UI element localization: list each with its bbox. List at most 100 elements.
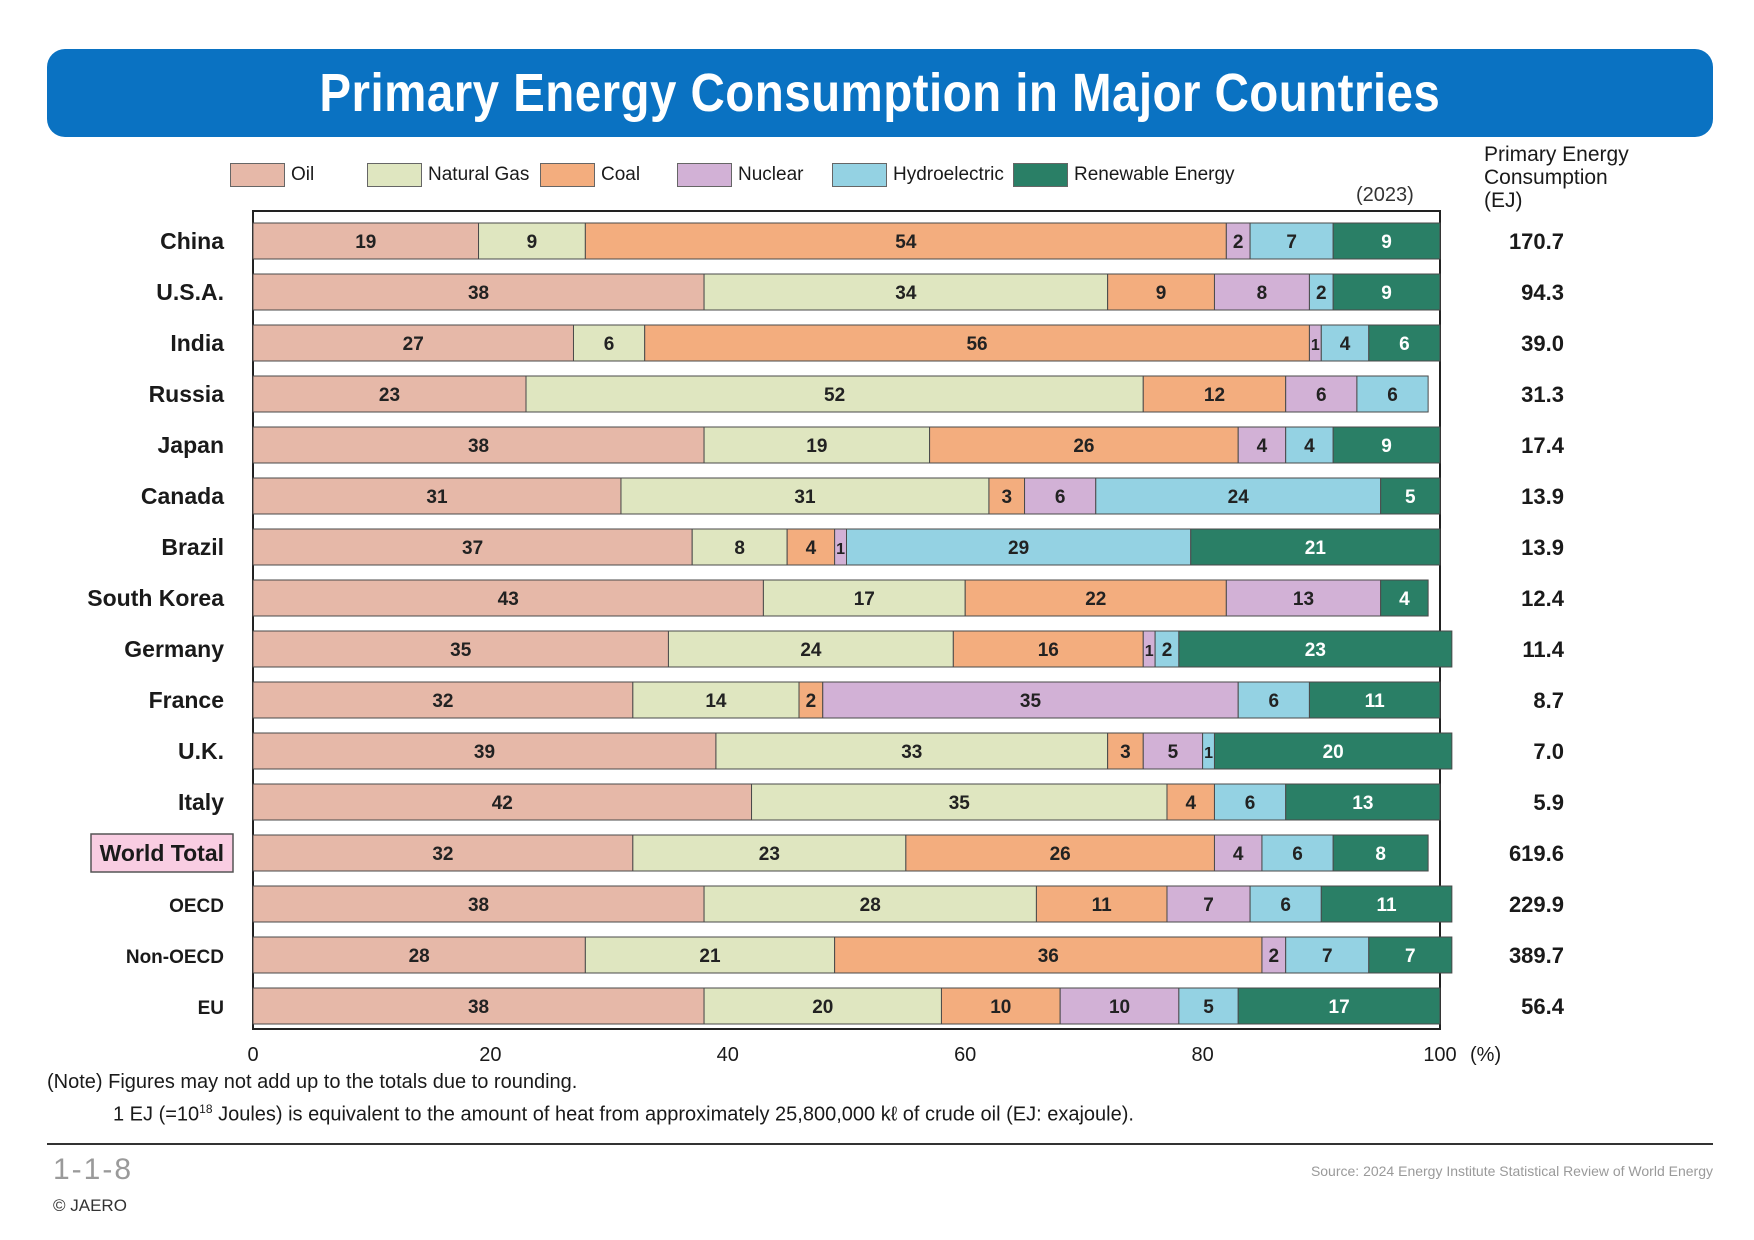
bar-u-s-a-renewable-energy: [1332, 273, 1441, 311]
x-tick-label-20: 20: [479, 1044, 501, 1066]
bar-u-k-natural-gas: [715, 732, 1109, 770]
data-label-china-renewable-energy: 9: [1381, 232, 1392, 253]
legend-item-oil: Oil: [230, 162, 314, 188]
data-label-italy-renewable-energy: 13: [1352, 793, 1373, 814]
bar-canada-coal: [988, 477, 1026, 515]
legend-label-nuclear: Nuclear: [738, 164, 804, 185]
bar-u-s-a-oil: [252, 273, 705, 311]
x-tick-label-40: 40: [717, 1044, 739, 1066]
data-label-germany-renewable-energy: 23: [1305, 640, 1326, 661]
total-value-italy: 5.9: [1533, 790, 1564, 815]
category-label-oecd: OECD: [169, 896, 224, 917]
data-label-france-natural-gas: 14: [705, 691, 727, 712]
bar-france-nuclear: [822, 681, 1239, 719]
data-label-china-nuclear: 2: [1233, 232, 1244, 253]
bar-italy-hydroelectric: [1213, 783, 1287, 821]
data-label-brazil-coal: 4: [806, 538, 817, 559]
plot-frame: [252, 210, 1441, 1030]
bar-china-hydroelectric: [1249, 222, 1334, 260]
data-label-france-renewable-energy: 11: [1365, 691, 1386, 712]
legend-label-oil: Oil: [291, 164, 315, 185]
bar-japan-nuclear: [1237, 426, 1287, 464]
data-label-russia-natural-gas: 52: [824, 385, 845, 406]
data-label-india-natural-gas: 6: [604, 334, 615, 355]
bar-brazil-oil: [252, 528, 693, 566]
legend-item-coal: Coal: [540, 162, 640, 188]
bar-eu-oil: [252, 987, 705, 1025]
bar-oecd-natural-gas: [703, 885, 1037, 923]
footer-divider: [47, 1143, 1713, 1145]
data-label-non-oecd-coal: 36: [1038, 946, 1059, 967]
data-label-world-total-coal: 26: [1050, 844, 1071, 865]
bar-brazil-coal: [786, 528, 836, 566]
x-tick-label-60: 60: [954, 1044, 976, 1066]
data-label-eu-coal: 10: [990, 997, 1011, 1018]
bar-oecd-nuclear: [1166, 885, 1251, 923]
bar-eu-renewable-energy: [1237, 987, 1441, 1025]
bar-china-natural-gas: [478, 222, 586, 260]
bar-eu-coal: [940, 987, 1061, 1025]
legend-label-hydroelectric: Hydroelectric: [893, 164, 1004, 185]
data-label-france-hydroelectric: 6: [1269, 691, 1280, 712]
data-label-india-hydroelectric: 4: [1340, 334, 1351, 355]
total-value-u-k: 7.0: [1533, 739, 1564, 764]
legend-item-renewable-energy: Renewable Energy: [1013, 162, 1235, 188]
data-label-world-total-oil: 32: [432, 844, 453, 865]
bar-u-k-coal: [1107, 732, 1144, 770]
data-label-canada-coal: 3: [1001, 487, 1012, 508]
category-label-brazil: Brazil: [161, 534, 224, 560]
data-label-south-korea-coal: 22: [1085, 589, 1106, 610]
data-label-eu-nuclear: 10: [1109, 997, 1130, 1018]
data-label-u-s-a-hydroelectric: 2: [1316, 283, 1327, 304]
bar-u-k-renewable-energy: [1213, 732, 1453, 770]
data-label-germany-natural-gas: 24: [800, 640, 822, 661]
data-label-oecd-nuclear: 7: [1203, 895, 1214, 916]
bar-india-coal: [644, 324, 1310, 362]
bar-non-oecd-oil: [252, 936, 586, 974]
legend-swatch-nuclear: [677, 163, 732, 187]
bar-italy-oil: [252, 783, 753, 821]
bar-world-total-coal: [905, 834, 1215, 872]
bar-non-oecd-natural-gas: [584, 936, 836, 974]
legend-swatch-coal: [540, 163, 595, 187]
data-label-u-s-a-natural-gas: 34: [895, 283, 917, 304]
bar-france-renewable-energy: [1308, 681, 1441, 719]
total-value-world-total: 619.6: [1509, 841, 1564, 866]
page-number: 1-1-8: [53, 1153, 134, 1186]
total-value-russia: 31.3: [1521, 382, 1564, 407]
data-label-japan-coal: 26: [1073, 436, 1094, 457]
data-label-germany-hydroelectric: 2: [1162, 640, 1173, 661]
bar-japan-renewable-energy: [1332, 426, 1441, 464]
note-exajoule: 1 EJ (=1018 Joules) is equivalent to the…: [113, 1102, 1134, 1127]
total-value-china: 170.7: [1509, 229, 1564, 254]
data-label-russia-nuclear: 6: [1316, 385, 1327, 406]
bar-germany-oil: [252, 630, 669, 668]
bar-eu-hydroelectric: [1178, 987, 1239, 1025]
data-label-japan-renewable-energy: 9: [1381, 436, 1392, 457]
x-tick-label-80: 80: [1191, 1044, 1213, 1066]
bar-canada-nuclear: [1024, 477, 1097, 515]
bar-world-total-nuclear: [1213, 834, 1263, 872]
total-header: Primary Energy Consumption (EJ): [1484, 143, 1629, 212]
data-label-south-korea-renewable-energy: 4: [1399, 589, 1410, 610]
total-header-line-3: (EJ): [1484, 189, 1523, 212]
bar-china-coal: [584, 222, 1227, 260]
category-label-france: France: [149, 687, 224, 713]
bar-canada-oil: [252, 477, 622, 515]
bar-germany-natural-gas: [667, 630, 954, 668]
bar-eu-natural-gas: [703, 987, 942, 1025]
data-label-u-k-nuclear: 5: [1168, 742, 1179, 763]
data-label-canada-oil: 31: [426, 487, 448, 508]
source-credit: Source: 2024 Energy Institute Statistica…: [1310, 1163, 1713, 1179]
bar-u-s-a-nuclear: [1213, 273, 1310, 311]
data-label-u-s-a-oil: 38: [468, 283, 489, 304]
x-tick-label-100: 100: [1423, 1044, 1456, 1066]
bar-non-oecd-renewable-energy: [1368, 936, 1453, 974]
data-label-canada-renewable-energy: 5: [1405, 487, 1416, 508]
data-label-world-total-nuclear: 4: [1233, 844, 1244, 865]
data-label-japan-natural-gas: 19: [806, 436, 827, 457]
data-label-world-total-renewable-energy: 8: [1375, 844, 1386, 865]
data-label-brazil-hydroelectric: 29: [1008, 538, 1029, 559]
bar-canada-renewable-energy: [1380, 477, 1441, 515]
